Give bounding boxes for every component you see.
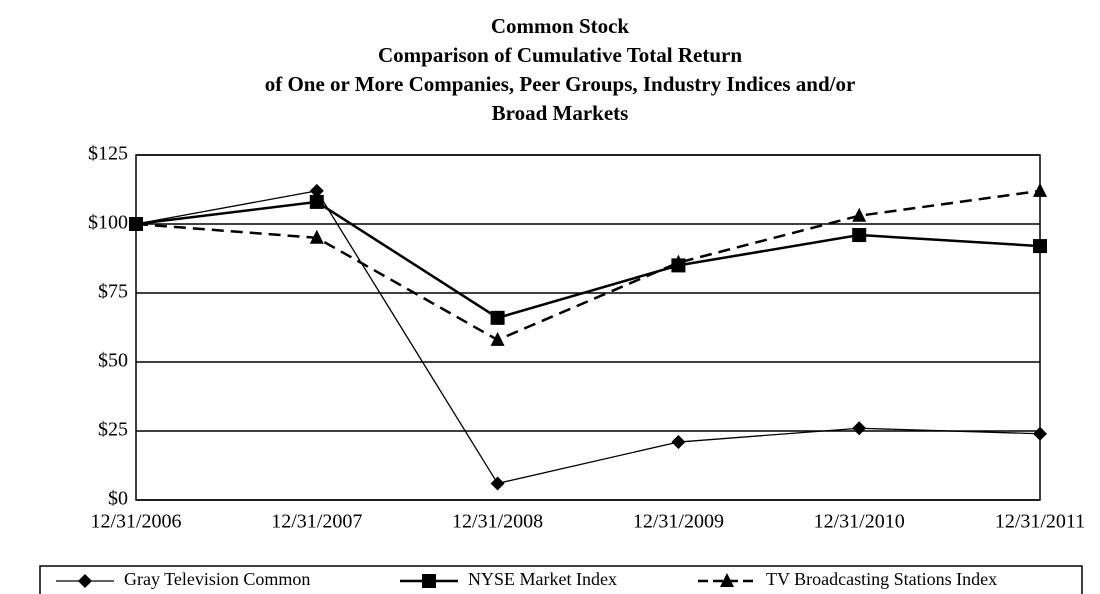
x-tick-label: 12/31/2009 (633, 511, 724, 533)
series-line (135, 190, 1041, 485)
chart-title: Common Stock (491, 14, 630, 38)
marker (490, 476, 505, 491)
marker (1033, 239, 1047, 254)
marker (671, 435, 686, 450)
legend-box (39, 565, 1083, 594)
series-line (135, 189, 1041, 342)
marker (490, 310, 505, 325)
y-tick-label: $25 (98, 419, 128, 441)
marker (671, 254, 686, 269)
x-tick-label: 12/31/2007 (271, 511, 362, 533)
chart-title: Broad Markets (492, 101, 629, 125)
marker (129, 216, 143, 230)
y-tick-label: $0 (108, 488, 128, 510)
x-tick-label: 12/31/2011 (995, 511, 1085, 533)
marker (720, 573, 734, 587)
marker (309, 229, 324, 244)
chart-title: of One or More Companies, Peer Groups, I… (265, 72, 856, 96)
marker (1033, 426, 1047, 441)
plot-border (135, 154, 1041, 501)
legend-label: NYSE Market Index (468, 569, 617, 589)
series-line (135, 200, 1041, 320)
y-tick-label: $125 (88, 143, 128, 165)
legend-label: Gray Television Common (124, 569, 310, 589)
marker (422, 574, 436, 588)
y-tick-label: $50 (98, 350, 128, 372)
marker (852, 228, 867, 243)
marker (490, 331, 505, 346)
x-tick-label: 12/31/2006 (90, 511, 181, 533)
chart-title: Comparison of Cumulative Total Return (378, 43, 742, 67)
marker (852, 421, 867, 436)
y-tick-label: $75 (98, 281, 128, 303)
x-tick-label: 12/31/2010 (814, 511, 905, 533)
marker (309, 194, 324, 209)
marker (1033, 182, 1047, 197)
y-tick-label: $100 (88, 212, 128, 234)
x-tick-label: 12/31/2008 (452, 511, 543, 533)
marker (78, 574, 92, 588)
marker (309, 183, 324, 198)
marker (852, 207, 867, 222)
legend-label: TV Broadcasting Stations Index (766, 569, 997, 589)
